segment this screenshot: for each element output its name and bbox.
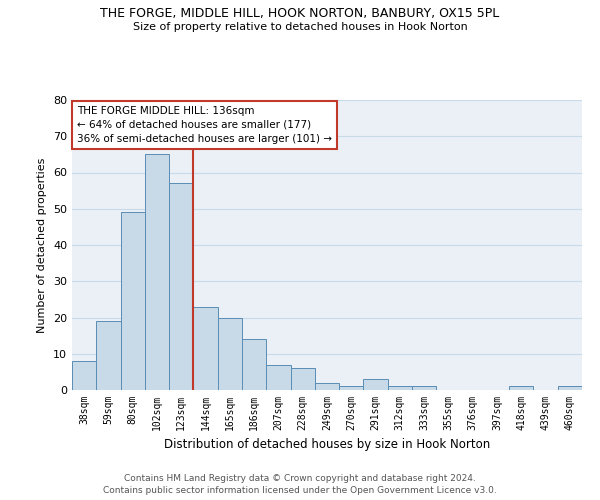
Text: THE FORGE MIDDLE HILL: 136sqm
← 64% of detached houses are smaller (177)
36% of : THE FORGE MIDDLE HILL: 136sqm ← 64% of d…	[77, 106, 332, 144]
Bar	[266, 364, 290, 390]
Bar	[193, 306, 218, 390]
Bar	[315, 383, 339, 390]
Y-axis label: Number of detached properties: Number of detached properties	[37, 158, 47, 332]
Bar	[169, 184, 193, 390]
Bar	[96, 321, 121, 390]
Bar	[72, 361, 96, 390]
Bar	[509, 386, 533, 390]
Bar	[558, 386, 582, 390]
Bar	[121, 212, 145, 390]
Text: Size of property relative to detached houses in Hook Norton: Size of property relative to detached ho…	[133, 22, 467, 32]
Bar	[364, 379, 388, 390]
Bar	[290, 368, 315, 390]
Bar	[218, 318, 242, 390]
Bar	[388, 386, 412, 390]
Bar	[412, 386, 436, 390]
Text: THE FORGE, MIDDLE HILL, HOOK NORTON, BANBURY, OX15 5PL: THE FORGE, MIDDLE HILL, HOOK NORTON, BAN…	[100, 8, 500, 20]
Text: Contains HM Land Registry data © Crown copyright and database right 2024.
Contai: Contains HM Land Registry data © Crown c…	[103, 474, 497, 495]
Bar	[339, 386, 364, 390]
Bar	[145, 154, 169, 390]
X-axis label: Distribution of detached houses by size in Hook Norton: Distribution of detached houses by size …	[164, 438, 490, 452]
Bar	[242, 339, 266, 390]
